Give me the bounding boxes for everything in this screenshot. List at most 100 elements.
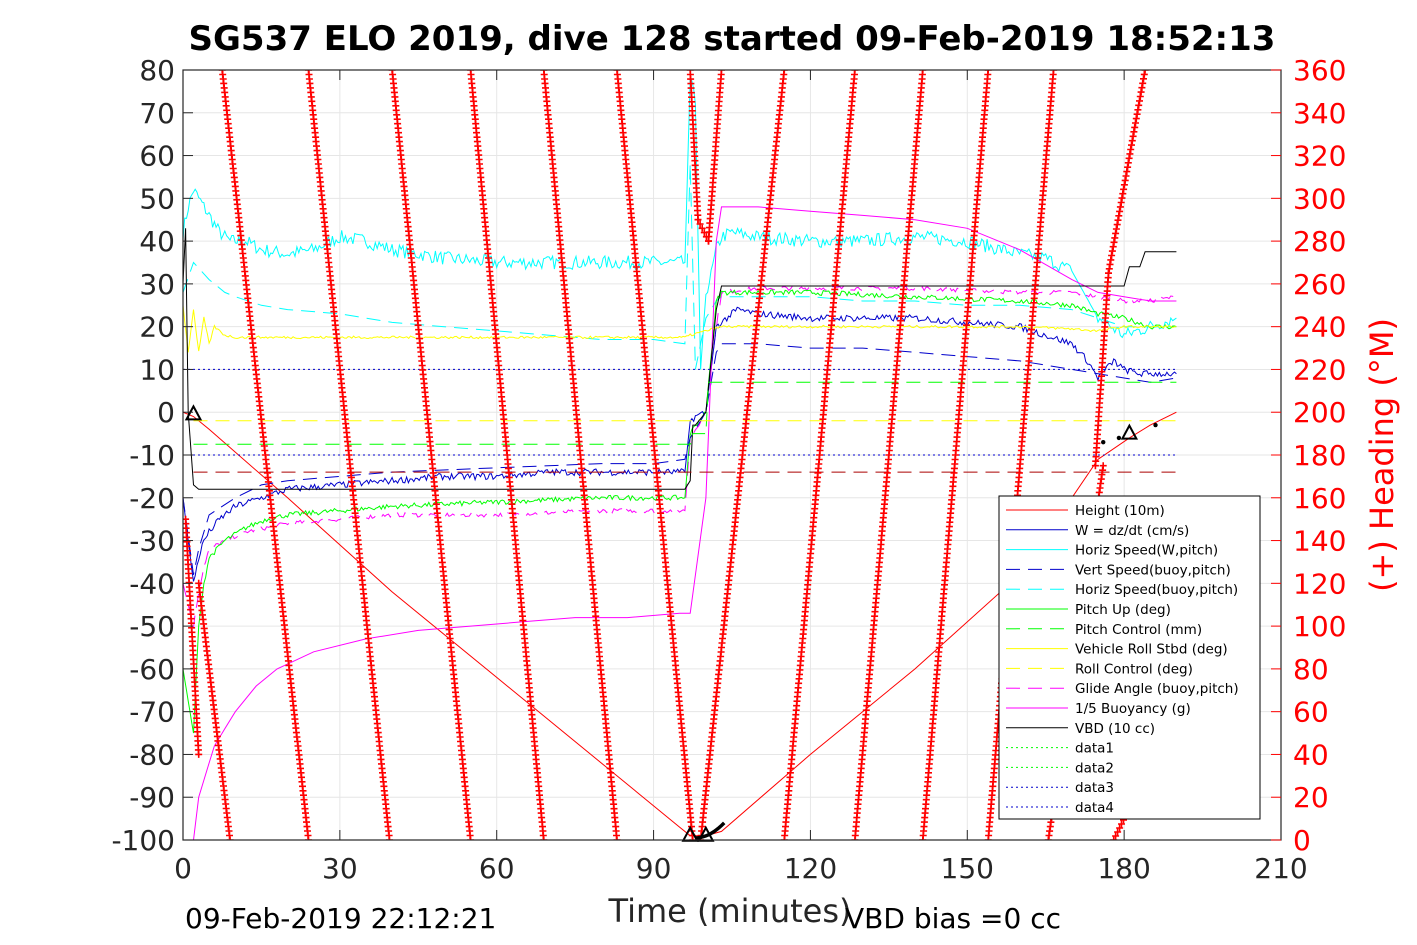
heading-mark bbox=[1141, 70, 1149, 74]
x-tick-label: 60 bbox=[479, 852, 515, 885]
y-tick-labels-right: 360 340 320 300 280 260 240 220 200 180 160 140 120 1… bbox=[1293, 54, 1346, 857]
y-tick-label: 60 bbox=[139, 140, 175, 173]
heading-mark bbox=[780, 70, 788, 74]
y-tick-label: -80 bbox=[129, 738, 175, 771]
heading-sweep bbox=[540, 70, 621, 840]
legend-label: Glide Angle (buoy,pitch) bbox=[1075, 681, 1239, 697]
y-tick-label: 30 bbox=[139, 268, 175, 301]
y-right-tick-label: 40 bbox=[1293, 738, 1329, 771]
y-right-tick-label: 80 bbox=[1293, 653, 1329, 686]
heading-mark bbox=[226, 836, 234, 840]
x-tick-label: 150 bbox=[941, 852, 994, 885]
heading-mark bbox=[694, 216, 702, 224]
y-right-tick-label: 200 bbox=[1293, 396, 1346, 429]
heading-mark bbox=[540, 836, 548, 840]
marker-layer bbox=[184, 404, 1158, 842]
heading-mark bbox=[305, 836, 312, 840]
heading-sweep bbox=[305, 70, 393, 840]
y-right-tick-label: 120 bbox=[1293, 567, 1346, 600]
y-tick-label: -20 bbox=[129, 482, 175, 515]
y-tick-label: 10 bbox=[139, 353, 175, 386]
y-tick-label: 50 bbox=[139, 182, 175, 215]
series-horiz bbox=[183, 77, 1177, 370]
y-right-tick-label: 260 bbox=[1293, 268, 1346, 301]
heading-mark bbox=[696, 220, 704, 228]
chart-title: SG537 ELO 2019, dive 128 started 09-Feb-… bbox=[189, 19, 1276, 59]
heading-mark bbox=[1112, 832, 1120, 840]
heading-sweep bbox=[467, 70, 548, 840]
heading-sweep bbox=[183, 515, 203, 758]
legend-label: W = dz/dt (cm/s) bbox=[1075, 523, 1189, 539]
event-marker bbox=[184, 404, 203, 421]
heading-mark bbox=[851, 70, 859, 74]
y-right-tick-label: 160 bbox=[1293, 482, 1346, 515]
series-roll bbox=[183, 305, 1177, 353]
y-tick-label: -40 bbox=[129, 567, 175, 600]
series-glide bbox=[183, 285, 1177, 628]
y-tick-label: -50 bbox=[129, 610, 175, 643]
heading-sweep bbox=[613, 70, 697, 840]
y-tick-label: -60 bbox=[129, 653, 175, 686]
legend-label: data1 bbox=[1075, 741, 1114, 757]
x-tick-label: 0 bbox=[174, 852, 192, 885]
series-vert-buoy bbox=[183, 343, 1177, 575]
heading-sweep bbox=[705, 70, 725, 245]
x-axis-label: Time (minutes) bbox=[608, 892, 852, 930]
legend-label: data3 bbox=[1075, 780, 1114, 796]
y-right-tick-label: 0 bbox=[1293, 824, 1311, 857]
y-right-tick-label: 300 bbox=[1293, 182, 1346, 215]
apogee-arc bbox=[695, 821, 726, 840]
y-tick-label: -10 bbox=[129, 439, 175, 472]
x-tick-label: 180 bbox=[1097, 852, 1150, 885]
y-tick-label: 70 bbox=[139, 97, 175, 130]
heading-mark bbox=[467, 836, 475, 840]
heading-mark bbox=[386, 836, 393, 840]
footer-timestamp: 09-Feb-2019 22:12:21 bbox=[185, 902, 496, 935]
y-right-tick-label: 340 bbox=[1293, 97, 1346, 130]
heading-mark bbox=[1116, 824, 1124, 832]
y-tick-labels-left: 80 70 60 50 40 30 20 10 0 -10 -20 -30 -40 -50 -60 -70 -8… bbox=[111, 54, 175, 857]
series-buoy bbox=[193, 206, 1177, 840]
y-right-tick-label: 360 bbox=[1293, 54, 1346, 87]
x-tick-label: 120 bbox=[784, 852, 837, 885]
heading-mark bbox=[984, 70, 992, 74]
heading-sweep bbox=[780, 70, 859, 840]
heading-sweep bbox=[218, 70, 312, 840]
heading-mark bbox=[689, 836, 697, 840]
heading-mark bbox=[718, 70, 725, 74]
heading-sweep bbox=[697, 70, 788, 840]
y-right-tick-label: 220 bbox=[1293, 353, 1346, 386]
heading-mark bbox=[1050, 70, 1058, 74]
heading-mark bbox=[919, 70, 927, 74]
y-right-tick-label: 100 bbox=[1293, 610, 1346, 643]
heading-mark bbox=[1114, 828, 1122, 836]
axis-ticks bbox=[182, 69, 1282, 841]
heading-mark bbox=[1118, 820, 1125, 828]
heading-sweep bbox=[851, 70, 927, 840]
y-tick-label: 40 bbox=[139, 225, 175, 258]
heading-mark bbox=[1110, 836, 1118, 840]
heading-mark bbox=[195, 750, 203, 758]
climb-dot bbox=[1116, 435, 1122, 441]
legend-label: Height (10m) bbox=[1075, 503, 1165, 519]
y-right-tick-label: 140 bbox=[1293, 525, 1346, 558]
y-tick-label: -90 bbox=[129, 781, 175, 814]
event-marker bbox=[681, 825, 699, 842]
legend-label: Roll Control (deg) bbox=[1075, 661, 1193, 677]
legend-label: Pitch Control (mm) bbox=[1075, 622, 1202, 638]
y-right-tick-label: 280 bbox=[1293, 225, 1346, 258]
x-tick-label: 30 bbox=[322, 852, 358, 885]
y-tick-label: 20 bbox=[139, 311, 175, 344]
series-pitch-ctrl bbox=[193, 381, 1177, 445]
y-right-tick-label: 180 bbox=[1293, 439, 1346, 472]
footer-vbd-bias: VBD bias =0 cc bbox=[845, 902, 1061, 935]
y-tick-label: 0 bbox=[157, 396, 175, 429]
y-right-tick-label: 320 bbox=[1293, 140, 1346, 173]
y-right-tick-label: 60 bbox=[1293, 696, 1329, 729]
legend-label: Pitch Up (deg) bbox=[1075, 602, 1171, 618]
heading-sweep bbox=[686, 70, 702, 224]
y-tick-label: -70 bbox=[129, 696, 175, 729]
heading-mark bbox=[698, 224, 706, 232]
y-right-tick-label: 240 bbox=[1293, 311, 1346, 344]
heading-sweep bbox=[1105, 70, 1149, 277]
